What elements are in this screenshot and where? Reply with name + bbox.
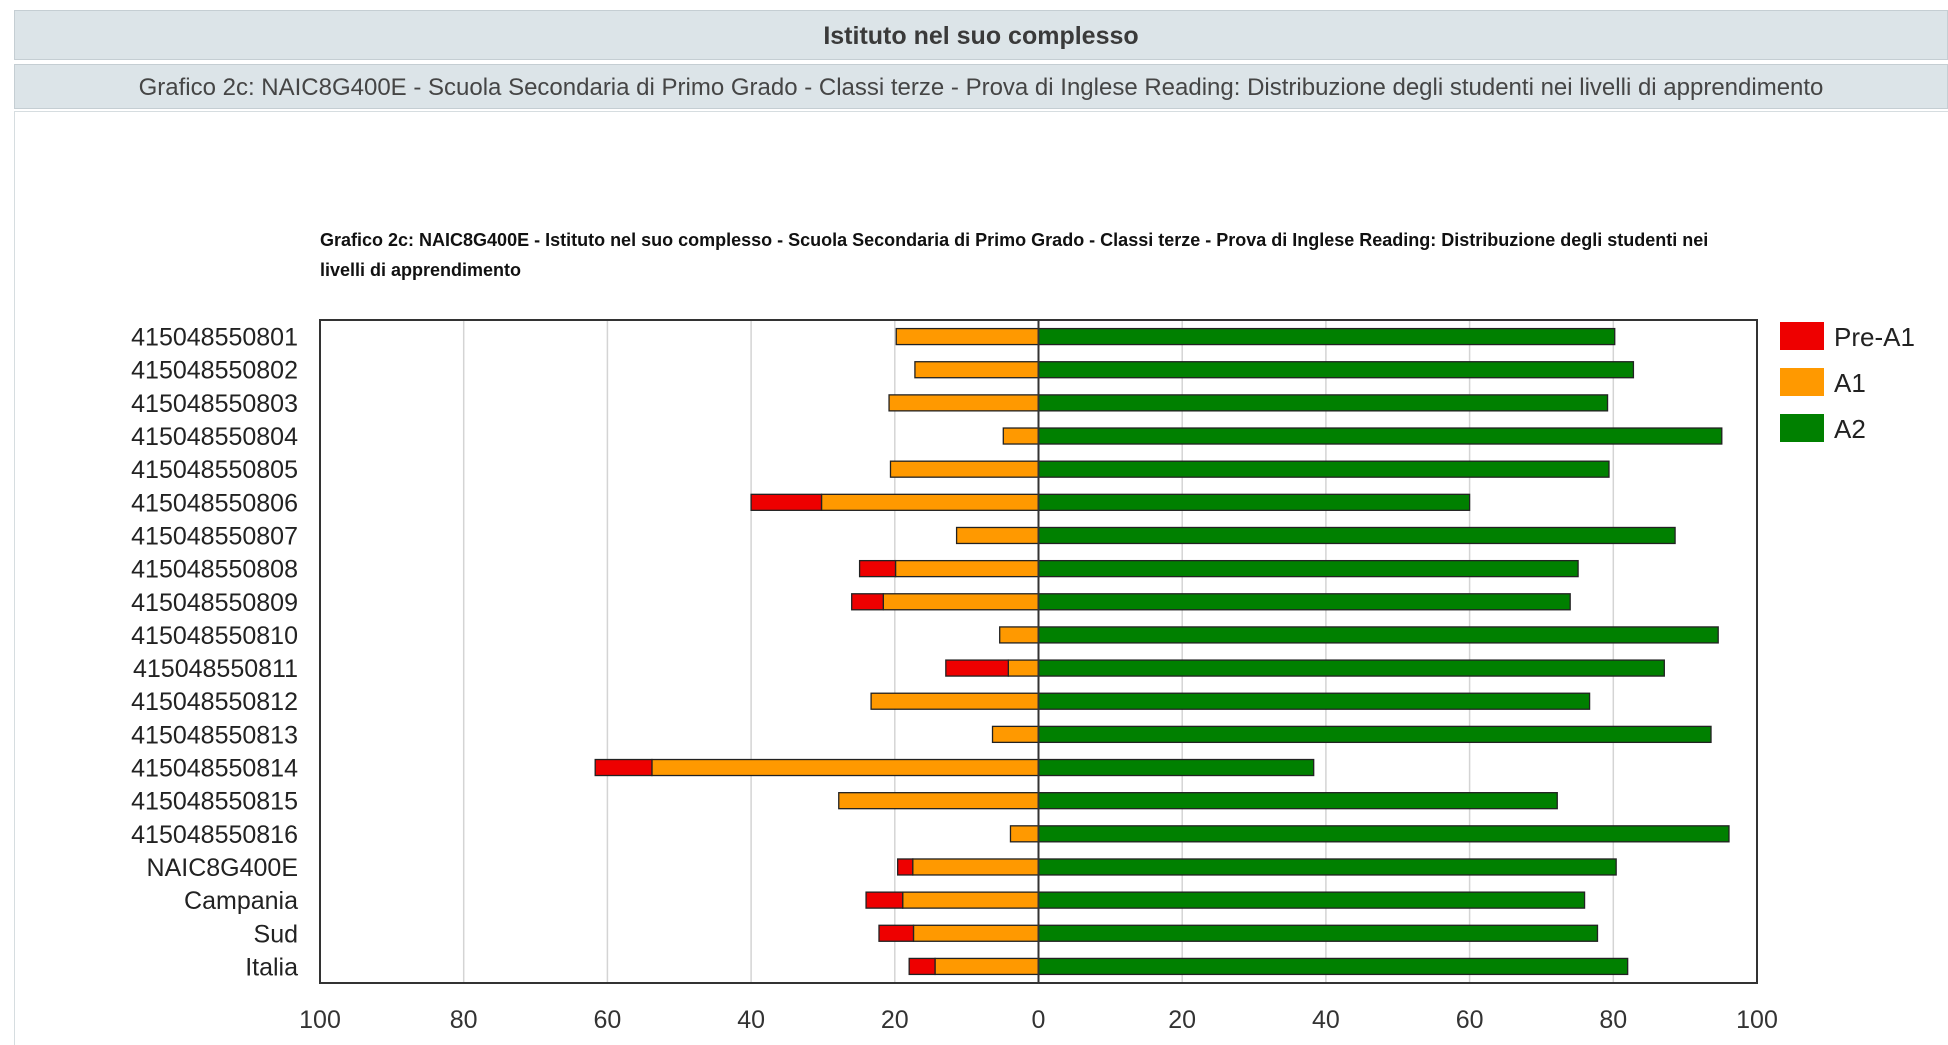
bar-a2 xyxy=(1037,758,1315,777)
bar-a1 xyxy=(870,692,1040,710)
bar-a2 xyxy=(1037,427,1723,445)
bar-a1 xyxy=(912,858,1040,876)
bar-pre-a1 xyxy=(908,957,936,976)
category-label: 415048550802 xyxy=(131,357,298,385)
bar-pre-a1 xyxy=(851,593,884,611)
category-label: 415048550815 xyxy=(131,788,298,816)
x-tick-label: 20 xyxy=(881,1006,909,1034)
bar-a1 xyxy=(914,361,1040,379)
x-tick-label: 100 xyxy=(1736,1006,1778,1034)
section-header: Istituto nel suo complesso xyxy=(14,10,1948,60)
bar-a1 xyxy=(895,327,1040,346)
bar-a2 xyxy=(1037,659,1665,677)
bar-pre-a1 xyxy=(865,891,904,909)
bar-a2 xyxy=(1037,626,1719,644)
category-label: 415048550803 xyxy=(131,390,298,418)
bar-a1 xyxy=(1007,659,1040,677)
category-label: 415048550816 xyxy=(131,821,298,849)
bar-a2 xyxy=(1037,725,1712,744)
bar-a1 xyxy=(882,593,1040,611)
legend-label: A2 xyxy=(1834,414,1866,444)
legend-label: Pre-A1 xyxy=(1834,322,1915,352)
bar-a1 xyxy=(902,891,1040,909)
bar-a1 xyxy=(1002,427,1040,445)
bar-a2 xyxy=(1037,593,1571,611)
x-tick-label: 80 xyxy=(450,1006,478,1034)
category-label: 415048550801 xyxy=(131,324,298,352)
bar-a1 xyxy=(991,725,1040,744)
category-label: 415048550814 xyxy=(131,755,298,783)
bar-pre-a1 xyxy=(897,858,914,876)
category-label: 415048550806 xyxy=(131,489,298,517)
category-label: Italia xyxy=(245,953,298,981)
category-label: 415048550809 xyxy=(131,589,298,617)
bar-a2 xyxy=(1037,825,1730,843)
bar-a2 xyxy=(1037,924,1599,942)
chart-title: Grafico 2c: NAIC8G400E - Istituto nel su… xyxy=(320,230,1709,280)
x-tick-label: 40 xyxy=(1312,1006,1340,1034)
category-label: 415048550807 xyxy=(131,522,298,550)
bar-a2 xyxy=(1037,792,1558,810)
bar-a2 xyxy=(1037,692,1591,710)
bar-a1 xyxy=(651,758,1040,777)
legend-swatch xyxy=(1780,368,1824,396)
bar-a2 xyxy=(1037,361,1635,379)
legend-label: A1 xyxy=(1834,368,1866,398)
bar-a1 xyxy=(888,394,1040,412)
x-tick-label: 0 xyxy=(1032,1006,1046,1034)
category-label: NAIC8G400E xyxy=(147,854,298,882)
bar-pre-a1 xyxy=(945,659,1009,677)
category-label: 415048550812 xyxy=(131,688,298,716)
x-tick-label: 80 xyxy=(1599,1006,1627,1034)
bar-a2 xyxy=(1037,493,1471,511)
bar-a1 xyxy=(820,493,1040,511)
bar-a1 xyxy=(912,924,1040,942)
bar-a1 xyxy=(934,957,1040,976)
bar-a1 xyxy=(894,559,1040,578)
bar-pre-a1 xyxy=(594,758,653,777)
chart-caption-header: Grafico 2c: NAIC8G400E - Scuola Secondar… xyxy=(14,64,1948,109)
legend-swatch xyxy=(1780,322,1824,350)
plot-frame xyxy=(319,319,1758,984)
category-label: 415048550811 xyxy=(133,655,298,683)
category-label: 415048550804 xyxy=(131,423,298,451)
bar-a1 xyxy=(838,792,1040,810)
legend-swatch xyxy=(1780,414,1824,442)
bar-a2 xyxy=(1037,526,1676,545)
bar-a2 xyxy=(1037,394,1609,412)
bar-a2 xyxy=(1037,957,1629,976)
category-label: Sud xyxy=(254,920,298,948)
category-label: 415048550805 xyxy=(131,456,298,484)
category-label: 415048550813 xyxy=(131,721,298,749)
category-label: 415048550808 xyxy=(131,556,298,584)
bar-a2 xyxy=(1037,460,1610,478)
category-label: Campania xyxy=(184,887,298,915)
bar-a1 xyxy=(1009,825,1040,843)
bar-a2 xyxy=(1037,891,1586,909)
x-tick-label: 100 xyxy=(299,1006,341,1034)
bar-a2 xyxy=(1037,858,1617,876)
bar-a1 xyxy=(955,526,1040,545)
bar-a2 xyxy=(1037,327,1616,346)
bar-a1 xyxy=(889,460,1040,478)
bar-a1 xyxy=(999,626,1040,644)
category-label: 415048550810 xyxy=(131,622,298,650)
x-tick-label: 20 xyxy=(1168,1006,1196,1034)
x-tick-label: 40 xyxy=(737,1006,765,1034)
bar-pre-a1 xyxy=(750,493,823,511)
x-tick-label: 60 xyxy=(1456,1006,1484,1034)
x-tick-label: 60 xyxy=(593,1006,621,1034)
chart-panel xyxy=(14,111,1948,1045)
bar-pre-a1 xyxy=(878,924,915,942)
bar-a2 xyxy=(1037,559,1579,578)
bar-pre-a1 xyxy=(858,559,897,578)
